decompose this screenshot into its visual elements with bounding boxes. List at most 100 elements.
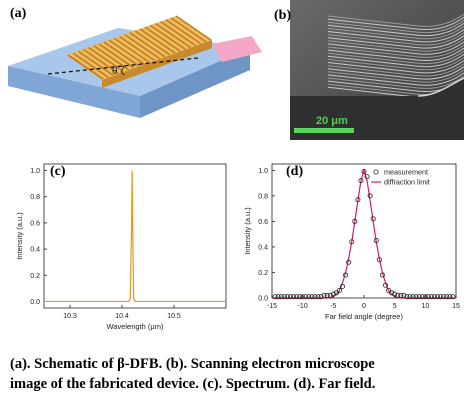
sem-grating-line [327,41,464,55]
x-tick-label: 15 [452,303,460,310]
measurement-point [336,287,342,293]
y-axis-label: Intensity (a.u.) [15,212,24,260]
measurement-point [364,174,370,180]
sem-grating-line [327,69,464,83]
measurement-point [422,294,428,300]
x-tick-label: 5 [393,303,397,310]
measurement-point [340,284,346,290]
panel-a-schematic: θ ζ (a) [0,0,262,140]
measurement-point [303,294,309,300]
sem-grating-line [327,60,464,74]
measurement-point [358,178,364,184]
grating-tooth [124,33,160,60]
sem-grating-line [327,16,464,30]
panel-b-sem-image: 20 μm (b) [268,0,464,140]
y-tick-label: 1.0 [30,168,40,175]
measurement-point [450,294,456,300]
y-tick-label: 1.0 [258,168,268,175]
y-tick-label: 0.6 [258,219,268,226]
y-tick-label: 0.0 [258,296,268,303]
panel-label-d: (d) [286,164,304,179]
measurement-point [376,257,382,263]
y-axis-label: Intensity (a.u.) [243,207,252,255]
plot-frame [43,163,227,309]
substrate-front [8,66,140,118]
y-tick-label: 0.2 [258,270,268,277]
grating-tooth [155,22,191,49]
measurement-point [290,294,296,300]
measurement-point [404,294,410,300]
sem-grating-line [327,44,464,58]
measurement-point [373,238,379,244]
spectrum-line [44,170,226,303]
y-tick-label: 0.8 [30,194,40,201]
measurement-point [287,294,293,300]
y-tick-label: 0.6 [30,220,40,227]
sem-grating-line [327,19,464,34]
scale-bar [294,128,354,133]
measurement-point [349,239,355,245]
grating-tooth [170,17,207,43]
sem-grating-line [327,56,464,71]
measurement-point [389,290,395,296]
sem-grating-line [327,72,464,86]
caption-line-2: image of the fabricated device. (c). Spe… [10,376,376,392]
measurement-point [441,294,447,300]
sem-micrograph: 20 μm [290,0,464,140]
grating-tooth [175,15,212,41]
grating-ridge-side [102,40,212,88]
measurement-point [343,272,349,278]
x-tick-label: -10 [298,303,308,310]
measurement-point [392,291,398,297]
caption-line-1: (a). Schematic of β-DFB. (b). Scanning e… [10,356,375,372]
grating-tooth [83,48,119,75]
sem-grating-line [327,29,464,43]
substrate-side [140,48,250,118]
measurement-point [327,292,333,298]
grating-tooth [103,41,140,67]
x-axis-label: Wavelength (μm) [107,322,164,331]
grating-tooth [88,46,124,73]
sem-grating-line [327,63,464,77]
measurement-point [352,218,358,224]
grating-tooth [67,54,104,80]
grating-tooth [165,19,202,45]
sem-grating-line [327,47,464,61]
grating-tooth [144,26,181,52]
measurement-point [278,294,284,300]
grating-tooth [139,28,176,54]
measurement-point [425,294,431,300]
y-tick-label: 0.8 [258,193,268,200]
measurement-point [297,294,303,300]
measurement-point [312,294,318,300]
panel-label-b: (b) [274,8,292,23]
grating-tooth [98,43,135,69]
panel-label-a: (a) [10,6,27,21]
dfb-schematic-illustration: θ ζ [8,15,262,118]
measurement-point [382,282,388,288]
x-axis-label: Far field angle (degree) [325,312,403,321]
scale-bar-label: 20 μm [316,115,348,127]
x-tick-label: 10 [421,303,429,310]
sem-grating-line [327,22,464,37]
measurement-point [447,294,453,300]
angle-symbol: θ ζ [112,66,125,77]
measurement-point [379,272,385,278]
sem-edge [417,77,464,97]
measurement-point [281,294,287,300]
y-tick-label: 0.4 [30,247,40,254]
grating-tooth [134,30,171,56]
diffraction-limit-line [272,168,456,299]
measurement-point [413,294,419,300]
grating-tooth [108,39,145,65]
sem-grating-line [327,13,464,27]
x-tick-label: 10.5 [167,313,181,320]
measurement-point [330,291,336,297]
sem-grating-line [327,75,464,89]
measurement-point [324,292,330,298]
measurement-point [444,294,450,300]
grating-tooth [149,24,186,50]
measurement-point [294,294,300,300]
grating-tooth [93,45,130,71]
far-field-chart: -15 -10 -5 0 5 10 15 0.0 0.2 0.4 0.6 0.8 1.0 Far fiel… [243,163,460,321]
